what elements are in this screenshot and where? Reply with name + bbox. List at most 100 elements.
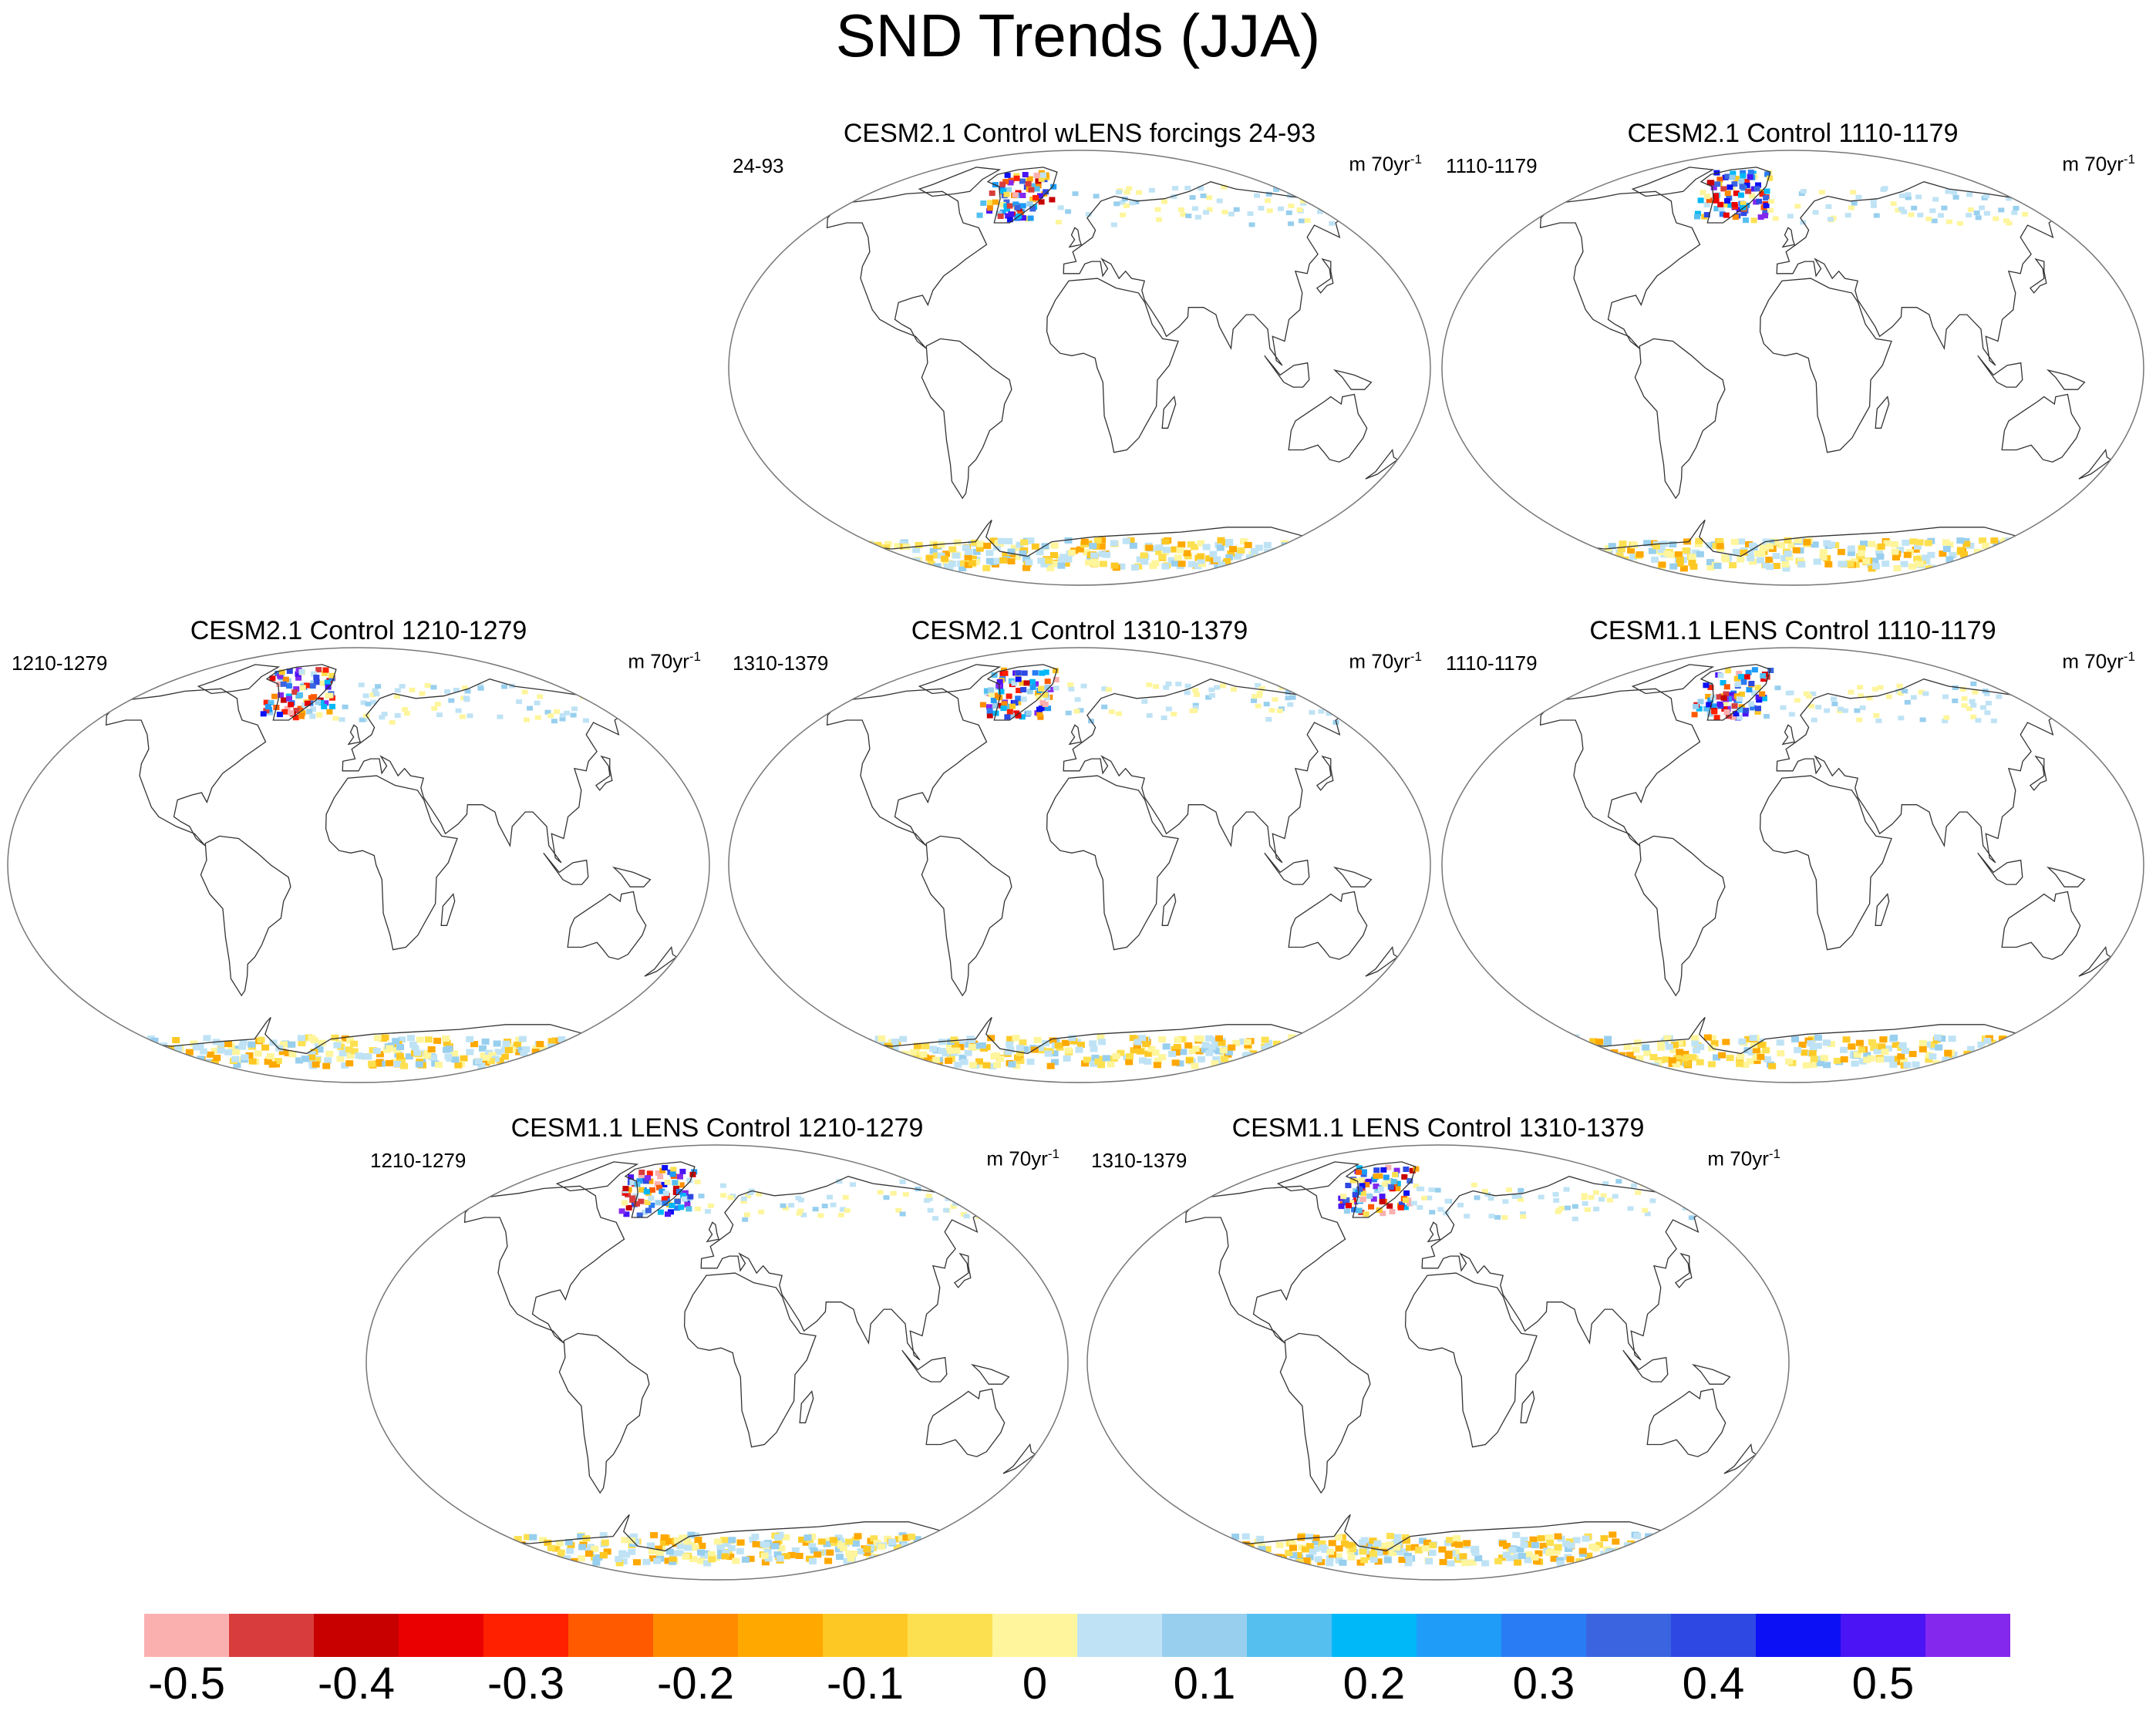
coastline: [2001, 393, 2081, 463]
snow-trend-cell: [318, 699, 325, 705]
colorbar-swatch: [1841, 1614, 1925, 1657]
snow-trend-cell: [1640, 1542, 1649, 1549]
snow-trend-cell: [1197, 540, 1205, 547]
snow-trend-cell: [655, 1200, 662, 1206]
snow-trend-cell: [850, 1182, 856, 1187]
snow-trend-cell: [1019, 1039, 1027, 1046]
snow-trend-cell: [564, 1539, 573, 1546]
snow-trend-cell: [857, 1548, 865, 1554]
snow-trend-cell: [1717, 672, 1724, 679]
snow-trend-cell: [888, 1538, 896, 1545]
snow-trend-cell: [1067, 549, 1076, 556]
snow-trend-cell: [1129, 542, 1137, 549]
snow-trend-cell: [396, 1044, 404, 1050]
snow-trend-cell: [365, 702, 372, 707]
snow-trend-cell: [1777, 1050, 1785, 1057]
snow-trend-cell: [295, 1057, 303, 1064]
snow-trend-cell: [798, 1536, 807, 1543]
snow-trend-cell: [1729, 692, 1736, 698]
snow-trend-cell: [406, 1035, 415, 1042]
snow-trend-cell: [719, 1183, 726, 1188]
snow-trend-cell: [1705, 693, 1712, 699]
snow-trend-cell: [1945, 189, 1952, 194]
snow-trend-cell: [1019, 680, 1026, 686]
snow-trend-cell: [1101, 686, 1108, 692]
snow-trend-cell: [1401, 1174, 1408, 1180]
snow-trend-cell: [892, 1551, 901, 1557]
colorbar-swatch: [1077, 1614, 1162, 1657]
snow-trend-cell: [196, 1042, 204, 1049]
snow-trend-cell: [2001, 1046, 2009, 1053]
snow-trend-cell: [2006, 1036, 2015, 1043]
snow-trend-cell: [824, 1557, 833, 1564]
snow-trend-cell: [978, 1207, 985, 1212]
snow-trend-cell: [1410, 1544, 1419, 1551]
snow-trend-cell: [1558, 1206, 1565, 1211]
snow-trend-cell: [926, 1196, 933, 1201]
snow-trend-cell: [1417, 1205, 1423, 1211]
snow-trend-cell: [263, 708, 270, 714]
snow-trend-cell: [713, 1538, 722, 1545]
snow-trend-cell: [837, 1542, 845, 1549]
snow-trend-cell: [1810, 1056, 1818, 1062]
snow-trend-cell: [1008, 211, 1015, 217]
snow-trend-cell: [536, 1041, 544, 1048]
snow-trend-cell: [787, 1551, 796, 1558]
snow-trend-cell: [1904, 699, 1911, 705]
snow-trend-cell: [1254, 193, 1260, 198]
snow-trend-cell: [1077, 1042, 1085, 1049]
snow-trend-cell: [1001, 701, 1008, 707]
snow-trend-cell: [1992, 1048, 1999, 1055]
snow-trend-cell: [1708, 1045, 1716, 1052]
coastline: [325, 775, 458, 951]
snow-trend-cell: [1881, 1048, 1889, 1055]
snow-trend-cell: [899, 1059, 908, 1066]
snow-trend-cell: [629, 1180, 636, 1185]
snow-trend-cell: [522, 1046, 531, 1052]
snow-trend-cell: [1012, 201, 1019, 207]
snow-trend-cell: [776, 1555, 784, 1562]
snow-trend-cell: [1552, 1548, 1561, 1555]
snow-trend-cell: [309, 683, 316, 689]
snow-trend-cell: [1732, 548, 1740, 555]
snow-trend-cell: [1873, 1048, 1881, 1055]
snow-trend-cell: [1258, 206, 1265, 210]
snow-trend-cell: [1218, 561, 1225, 568]
snow-trend-cell: [1878, 1043, 1886, 1050]
snow-trend-cell: [687, 1531, 696, 1538]
snow-trend-cell: [1780, 555, 1789, 561]
snow-trend-cell: [992, 703, 999, 709]
snow-trend-cell: [782, 1534, 790, 1541]
snow-trend-cell: [656, 1184, 662, 1190]
snow-trend-cell: [1410, 1200, 1417, 1206]
snow-trend-cell: [1520, 1537, 1528, 1544]
snow-trend-cell: [619, 1558, 628, 1565]
snow-trend-cell: [1533, 1557, 1541, 1564]
snow-trend-cell: [1863, 1052, 1871, 1059]
snow-trend-cell: [912, 1544, 921, 1551]
coastline: [567, 891, 647, 960]
snow-trend-cell: [1401, 1534, 1410, 1541]
snow-trend-cell: [1751, 690, 1758, 696]
snow-trend-cell: [1858, 1046, 1866, 1053]
snow-trend-cell: [678, 1182, 685, 1188]
snow-trend-cell: [1877, 685, 1884, 690]
snow-trend-cell: [1179, 1049, 1187, 1056]
snow-trend-cell: [1346, 1203, 1352, 1209]
snow-trend-cell: [885, 1554, 894, 1560]
coastline: [440, 893, 456, 926]
snow-trend-cell: [782, 1205, 789, 1211]
snow-trend-cell: [697, 1549, 705, 1556]
snow-trend-cell: [1943, 715, 1950, 720]
snow-trend-cell: [1043, 189, 1049, 195]
snow-trend-cell: [1165, 706, 1172, 712]
snow-trend-cell: [1126, 1053, 1134, 1059]
snow-trend-cell: [1206, 207, 1213, 212]
snow-trend-cell: [948, 561, 957, 567]
snow-trend-cell: [1990, 718, 1997, 723]
snow-trend-cell: [1814, 1042, 1822, 1049]
snow-trend-cell: [1531, 1554, 1539, 1561]
snow-trend-cell: [1743, 1047, 1752, 1054]
snow-trend-cell: [1898, 716, 1905, 721]
snow-trend-cell: [157, 1047, 165, 1054]
